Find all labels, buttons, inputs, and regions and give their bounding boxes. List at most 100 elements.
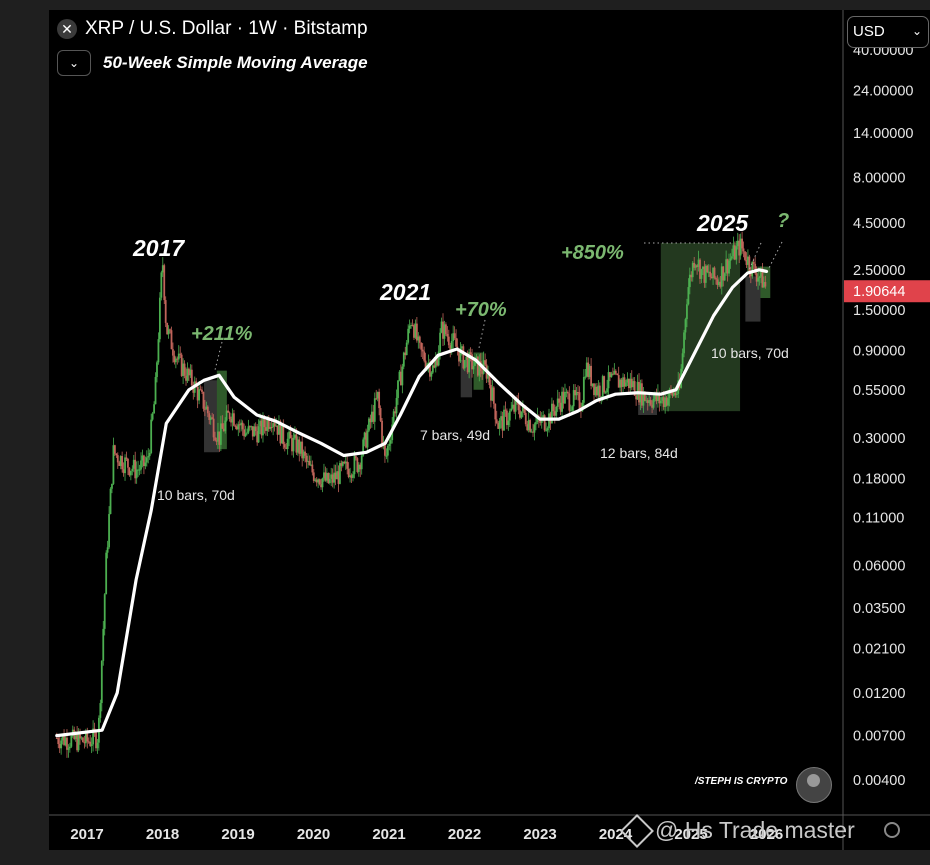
candle <box>125 457 128 459</box>
candle <box>446 334 449 337</box>
candle <box>96 742 99 749</box>
candle <box>331 474 334 483</box>
candle <box>459 347 462 362</box>
candle <box>124 457 126 474</box>
candle <box>725 259 728 274</box>
candle <box>153 404 155 414</box>
candle <box>147 456 150 458</box>
candle <box>729 258 732 261</box>
candle <box>344 461 347 464</box>
candle <box>385 455 388 457</box>
candle <box>84 731 87 744</box>
candle <box>106 547 109 553</box>
candle <box>118 462 121 466</box>
candle <box>672 392 675 396</box>
candle <box>366 430 369 448</box>
candle <box>256 431 259 443</box>
candle <box>691 262 694 278</box>
candle <box>681 353 684 369</box>
y-tick-label: 0.90000 <box>853 344 905 360</box>
candle <box>520 411 523 418</box>
candle <box>116 455 119 463</box>
candle <box>206 406 209 414</box>
candle <box>173 355 176 363</box>
candle <box>654 392 656 399</box>
close-icon[interactable]: ✕ <box>57 19 77 39</box>
x-tick-label: 2020 <box>297 826 330 843</box>
candle <box>674 392 677 396</box>
candle <box>151 413 154 420</box>
candle <box>413 325 415 338</box>
indicator-row: ⌄ 50-Week Simple Moving Average <box>57 50 368 76</box>
candle <box>410 324 412 326</box>
price-chart[interactable]: 2017 2021 2025 +211% +70% +850%? 10 bars, 70d 7… <box>49 10 930 850</box>
candle <box>182 363 185 376</box>
candle <box>249 426 251 428</box>
candle <box>105 552 108 595</box>
candle <box>498 420 501 429</box>
candle <box>548 413 550 429</box>
candle <box>384 442 386 456</box>
candle <box>510 408 513 411</box>
candle <box>646 400 649 403</box>
candle <box>649 399 652 405</box>
annotation-year: 2025 <box>696 210 749 236</box>
candle <box>568 393 571 411</box>
candle <box>185 375 187 381</box>
candle <box>246 432 248 434</box>
candle <box>728 260 730 274</box>
candle <box>687 287 690 305</box>
candle <box>131 468 134 471</box>
candle <box>230 419 232 423</box>
x-tick-label: 2023 <box>523 826 556 843</box>
candle <box>716 279 719 286</box>
guide-line <box>748 242 762 271</box>
candle <box>517 400 520 411</box>
candle <box>235 426 238 430</box>
candle <box>63 735 65 745</box>
chart-title-row: ✕ XRP / U.S. Dollar · 1W · Bitstamp <box>57 18 368 40</box>
candle <box>217 431 219 442</box>
candle <box>665 397 668 406</box>
candle <box>157 339 160 363</box>
candle <box>334 472 337 480</box>
candle <box>95 732 97 749</box>
candle <box>675 393 678 396</box>
candle <box>154 377 157 405</box>
candle <box>192 385 195 393</box>
currency-selector[interactable]: USD ⌄ <box>847 16 929 48</box>
y-tick-label: 0.00700 <box>853 729 905 745</box>
candle <box>636 381 639 400</box>
candle <box>137 469 140 471</box>
candle <box>264 427 267 431</box>
candle <box>614 370 617 374</box>
candle <box>688 274 691 288</box>
candle <box>228 412 231 420</box>
candle <box>697 259 700 268</box>
candle <box>407 328 410 343</box>
candle <box>234 425 237 427</box>
candle <box>696 265 698 268</box>
candle <box>198 389 200 401</box>
candle <box>690 274 693 278</box>
candle <box>761 268 764 288</box>
candle <box>272 423 275 428</box>
candle <box>314 479 317 481</box>
candle <box>633 381 636 396</box>
candle <box>415 323 418 341</box>
candle <box>164 300 167 323</box>
candle <box>418 336 421 343</box>
candle <box>309 464 312 466</box>
candle <box>111 483 113 489</box>
chevron-down-icon[interactable]: ⌄ <box>57 50 91 76</box>
settings-icon[interactable] <box>884 822 900 838</box>
candle <box>497 423 500 429</box>
candle <box>280 424 283 444</box>
candle <box>219 423 222 445</box>
candle <box>463 359 466 369</box>
x-tick-label: 2022 <box>448 826 481 843</box>
candle <box>572 390 575 407</box>
candle <box>656 393 659 401</box>
candle <box>564 392 566 404</box>
candle <box>452 333 455 342</box>
